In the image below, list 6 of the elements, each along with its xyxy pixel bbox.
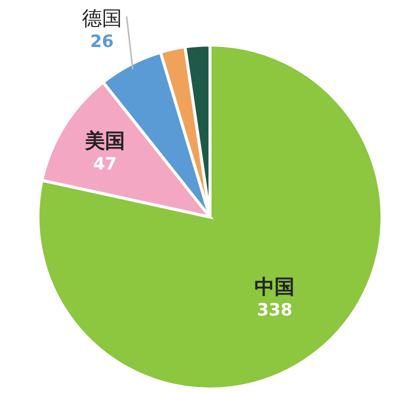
data-label: 47: [93, 154, 117, 174]
data-label: 338: [256, 300, 292, 320]
slice-label: 德国: [82, 6, 122, 30]
slice-label: 美国: [84, 128, 125, 152]
slice-label: 中国: [254, 274, 295, 298]
data-label: 26: [90, 32, 114, 52]
